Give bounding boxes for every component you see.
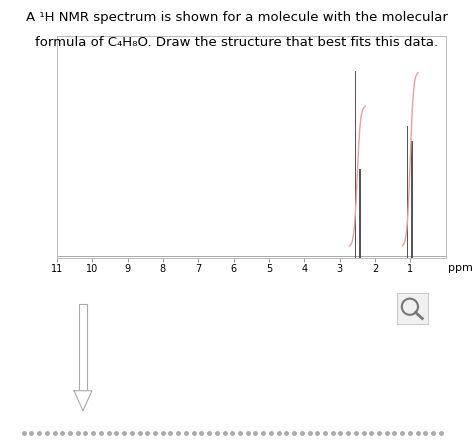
Bar: [355, 71, 356, 258]
Bar: [359, 169, 361, 258]
Polygon shape: [74, 391, 92, 411]
Bar: [79, 304, 87, 391]
Bar: [407, 127, 408, 258]
Text: A ¹H NMR spectrum is shown for a molecule with the molecular: A ¹H NMR spectrum is shown for a molecul…: [26, 11, 448, 24]
Text: ppm: ppm: [448, 263, 473, 274]
Bar: [411, 141, 413, 258]
Text: formula of C₄H₈O. Draw the structure that best fits this data.: formula of C₄H₈O. Draw the structure tha…: [36, 36, 438, 48]
